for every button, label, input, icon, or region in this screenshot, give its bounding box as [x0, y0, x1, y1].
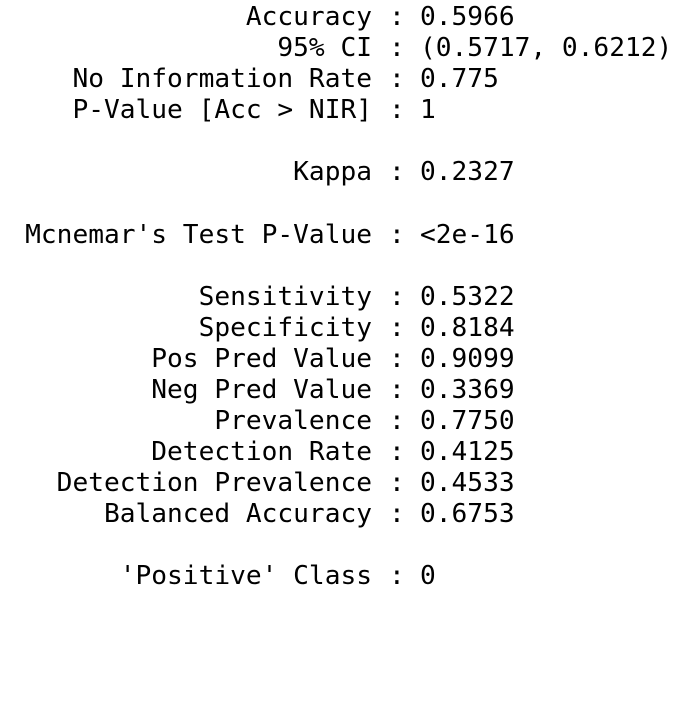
- stat-separator: :: [389, 95, 405, 125]
- stat-row-p-value: P-Value [Acc > NIR] : 1: [0, 95, 682, 126]
- stat-row-detection-prevalence: Detection Prevalence : 0.4533: [0, 468, 682, 499]
- stat-value: (0.5717, 0.6212): [420, 33, 673, 63]
- stat-label: Sensitivity: [198, 282, 372, 312]
- stat-separator: :: [389, 64, 405, 94]
- stat-value: 0.5322: [420, 282, 515, 312]
- stat-row-pos-pred-value: Pos Pred Value : 0.9099: [0, 344, 682, 375]
- stat-label: No Information Rate: [72, 64, 372, 94]
- stat-value: 0.4125: [420, 437, 515, 467]
- stat-label: Mcnemar's Test P-Value: [25, 220, 372, 250]
- stat-separator: :: [389, 282, 405, 312]
- stat-separator: :: [389, 437, 405, 467]
- stat-label: 'Positive' Class: [119, 561, 372, 591]
- stat-row-prevalence: Prevalence : 0.7750: [0, 406, 682, 437]
- stat-label: Accuracy: [245, 2, 372, 32]
- stat-separator: :: [389, 2, 405, 32]
- stat-label: Specificity: [198, 313, 372, 343]
- stat-value: 1: [420, 95, 436, 125]
- stat-separator: :: [389, 468, 405, 498]
- stat-separator: :: [389, 157, 405, 187]
- stat-label: P-Value [Acc > NIR]: [72, 95, 372, 125]
- stat-row-no-information-rate: No Information Rate : 0.775: [0, 64, 682, 95]
- stat-separator: :: [389, 561, 405, 591]
- stat-label: Pos Pred Value: [151, 344, 372, 374]
- stat-row-specificity: Specificity : 0.8184: [0, 313, 682, 344]
- stat-row-mcnemar-test-p-value: Mcnemar's Test P-Value : <2e-16: [0, 220, 682, 251]
- stat-row-95-ci: 95% CI : (0.5717, 0.6212): [0, 33, 682, 64]
- stat-value: 0.775: [420, 64, 499, 94]
- stat-row-positive-class: 'Positive' Class : 0: [0, 561, 682, 592]
- stat-row-detection-rate: Detection Rate : 0.4125: [0, 437, 682, 468]
- stat-value: 0.2327: [420, 157, 515, 187]
- stat-value: 0.3369: [420, 375, 515, 405]
- stat-label: 95% CI: [277, 33, 372, 63]
- stat-label: Prevalence: [214, 406, 372, 436]
- stat-separator: :: [389, 499, 405, 529]
- stat-value: 0.8184: [420, 313, 515, 343]
- stat-label: Detection Rate: [151, 437, 372, 467]
- stat-separator: :: [389, 406, 405, 436]
- stat-separator: :: [389, 220, 405, 250]
- stat-separator: :: [389, 344, 405, 374]
- stat-row-kappa: Kappa : 0.2327: [0, 157, 682, 188]
- stat-value: 0.9099: [420, 344, 515, 374]
- stat-row-balanced-accuracy: Balanced Accuracy : 0.6753: [0, 499, 682, 530]
- stat-value: 0.5966: [420, 2, 515, 32]
- stat-value: 0.7750: [420, 406, 515, 436]
- stat-label: Detection Prevalence: [56, 468, 372, 498]
- console-output: Accuracy : 0.5966 95% CI : (0.5717, 0.62…: [0, 2, 682, 592]
- stat-value: 0.4533: [420, 468, 515, 498]
- stat-row-accuracy: Accuracy : 0.5966: [0, 2, 682, 33]
- stat-label: Balanced Accuracy: [103, 499, 372, 529]
- stat-value: 0.6753: [420, 499, 515, 529]
- stat-value: 0: [420, 561, 436, 591]
- stat-separator: :: [389, 375, 405, 405]
- stat-label: Kappa: [293, 157, 372, 187]
- stat-value: <2e-16: [420, 220, 515, 250]
- stat-separator: :: [389, 313, 405, 343]
- stat-row-sensitivity: Sensitivity : 0.5322: [0, 282, 682, 313]
- stat-separator: :: [389, 33, 405, 63]
- stat-row-neg-pred-value: Neg Pred Value : 0.3369: [0, 375, 682, 406]
- stat-label: Neg Pred Value: [151, 375, 372, 405]
